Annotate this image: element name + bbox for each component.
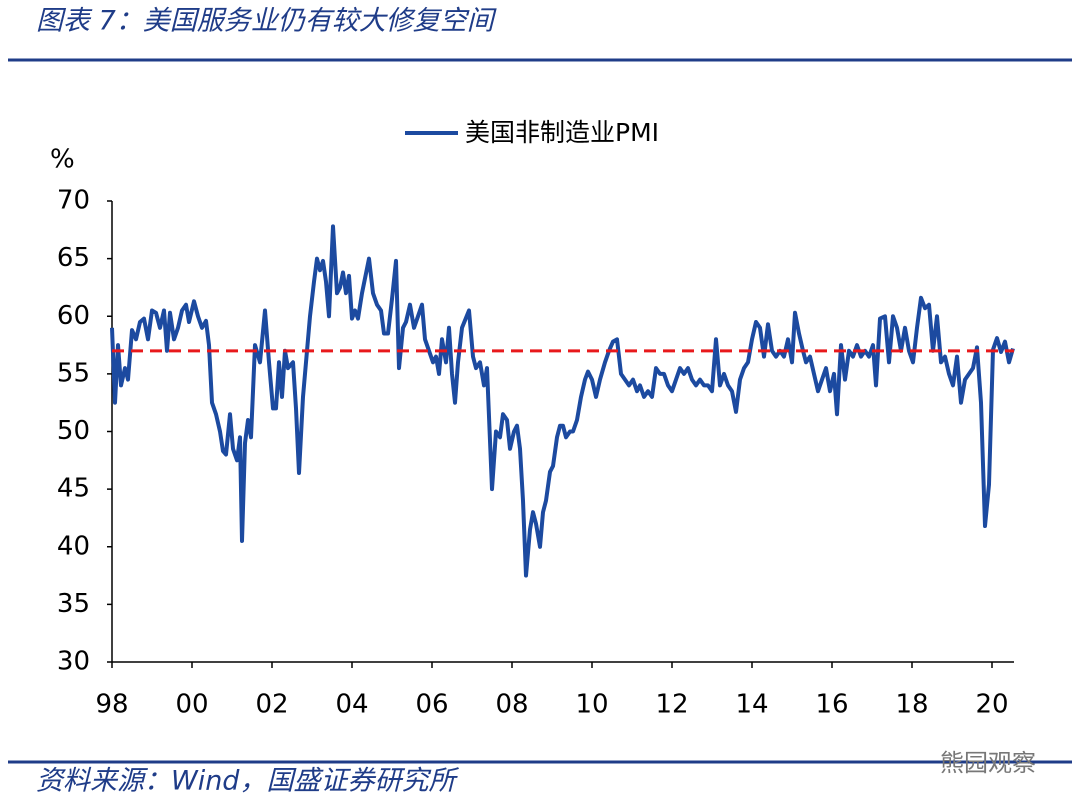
x-tick-label: 98: [95, 690, 128, 720]
chart-title: 图表 7：美国服务业仍有较大修复空间: [36, 6, 497, 37]
y-tick-label: 45: [57, 474, 90, 504]
y-tick-label: 35: [57, 589, 90, 619]
x-tick-label: 08: [495, 690, 528, 720]
y-tick-label: 70: [57, 186, 90, 216]
series-line: [110, 224, 1015, 578]
y-tick-label: 65: [57, 243, 90, 273]
legend-label: 美国非制造业PMI: [465, 118, 659, 147]
x-tick-label: 16: [815, 690, 848, 720]
x-tick-label: 20: [975, 690, 1008, 720]
x-tick-label: 14: [735, 690, 768, 720]
x-tick-label: 02: [255, 690, 288, 720]
x-tick-label: 12: [655, 690, 688, 720]
watermark: 熊园观察: [940, 749, 1036, 777]
x-tick-label: 18: [895, 690, 928, 720]
x-tick-label: 04: [335, 690, 368, 720]
x-tick-label: 06: [415, 690, 448, 720]
x-tick-label: 00: [175, 690, 208, 720]
y-tick-label: 30: [57, 647, 90, 677]
x-tick-label: 10: [575, 690, 608, 720]
y-tick-label: 60: [57, 301, 90, 331]
y-tick-label: 50: [57, 416, 90, 446]
source: 资料来源：Wind，国盛证券研究所: [36, 766, 459, 797]
y-tick-label: 40: [57, 531, 90, 561]
y-axis-label: %: [50, 145, 75, 175]
y-tick-label: 55: [57, 358, 90, 388]
